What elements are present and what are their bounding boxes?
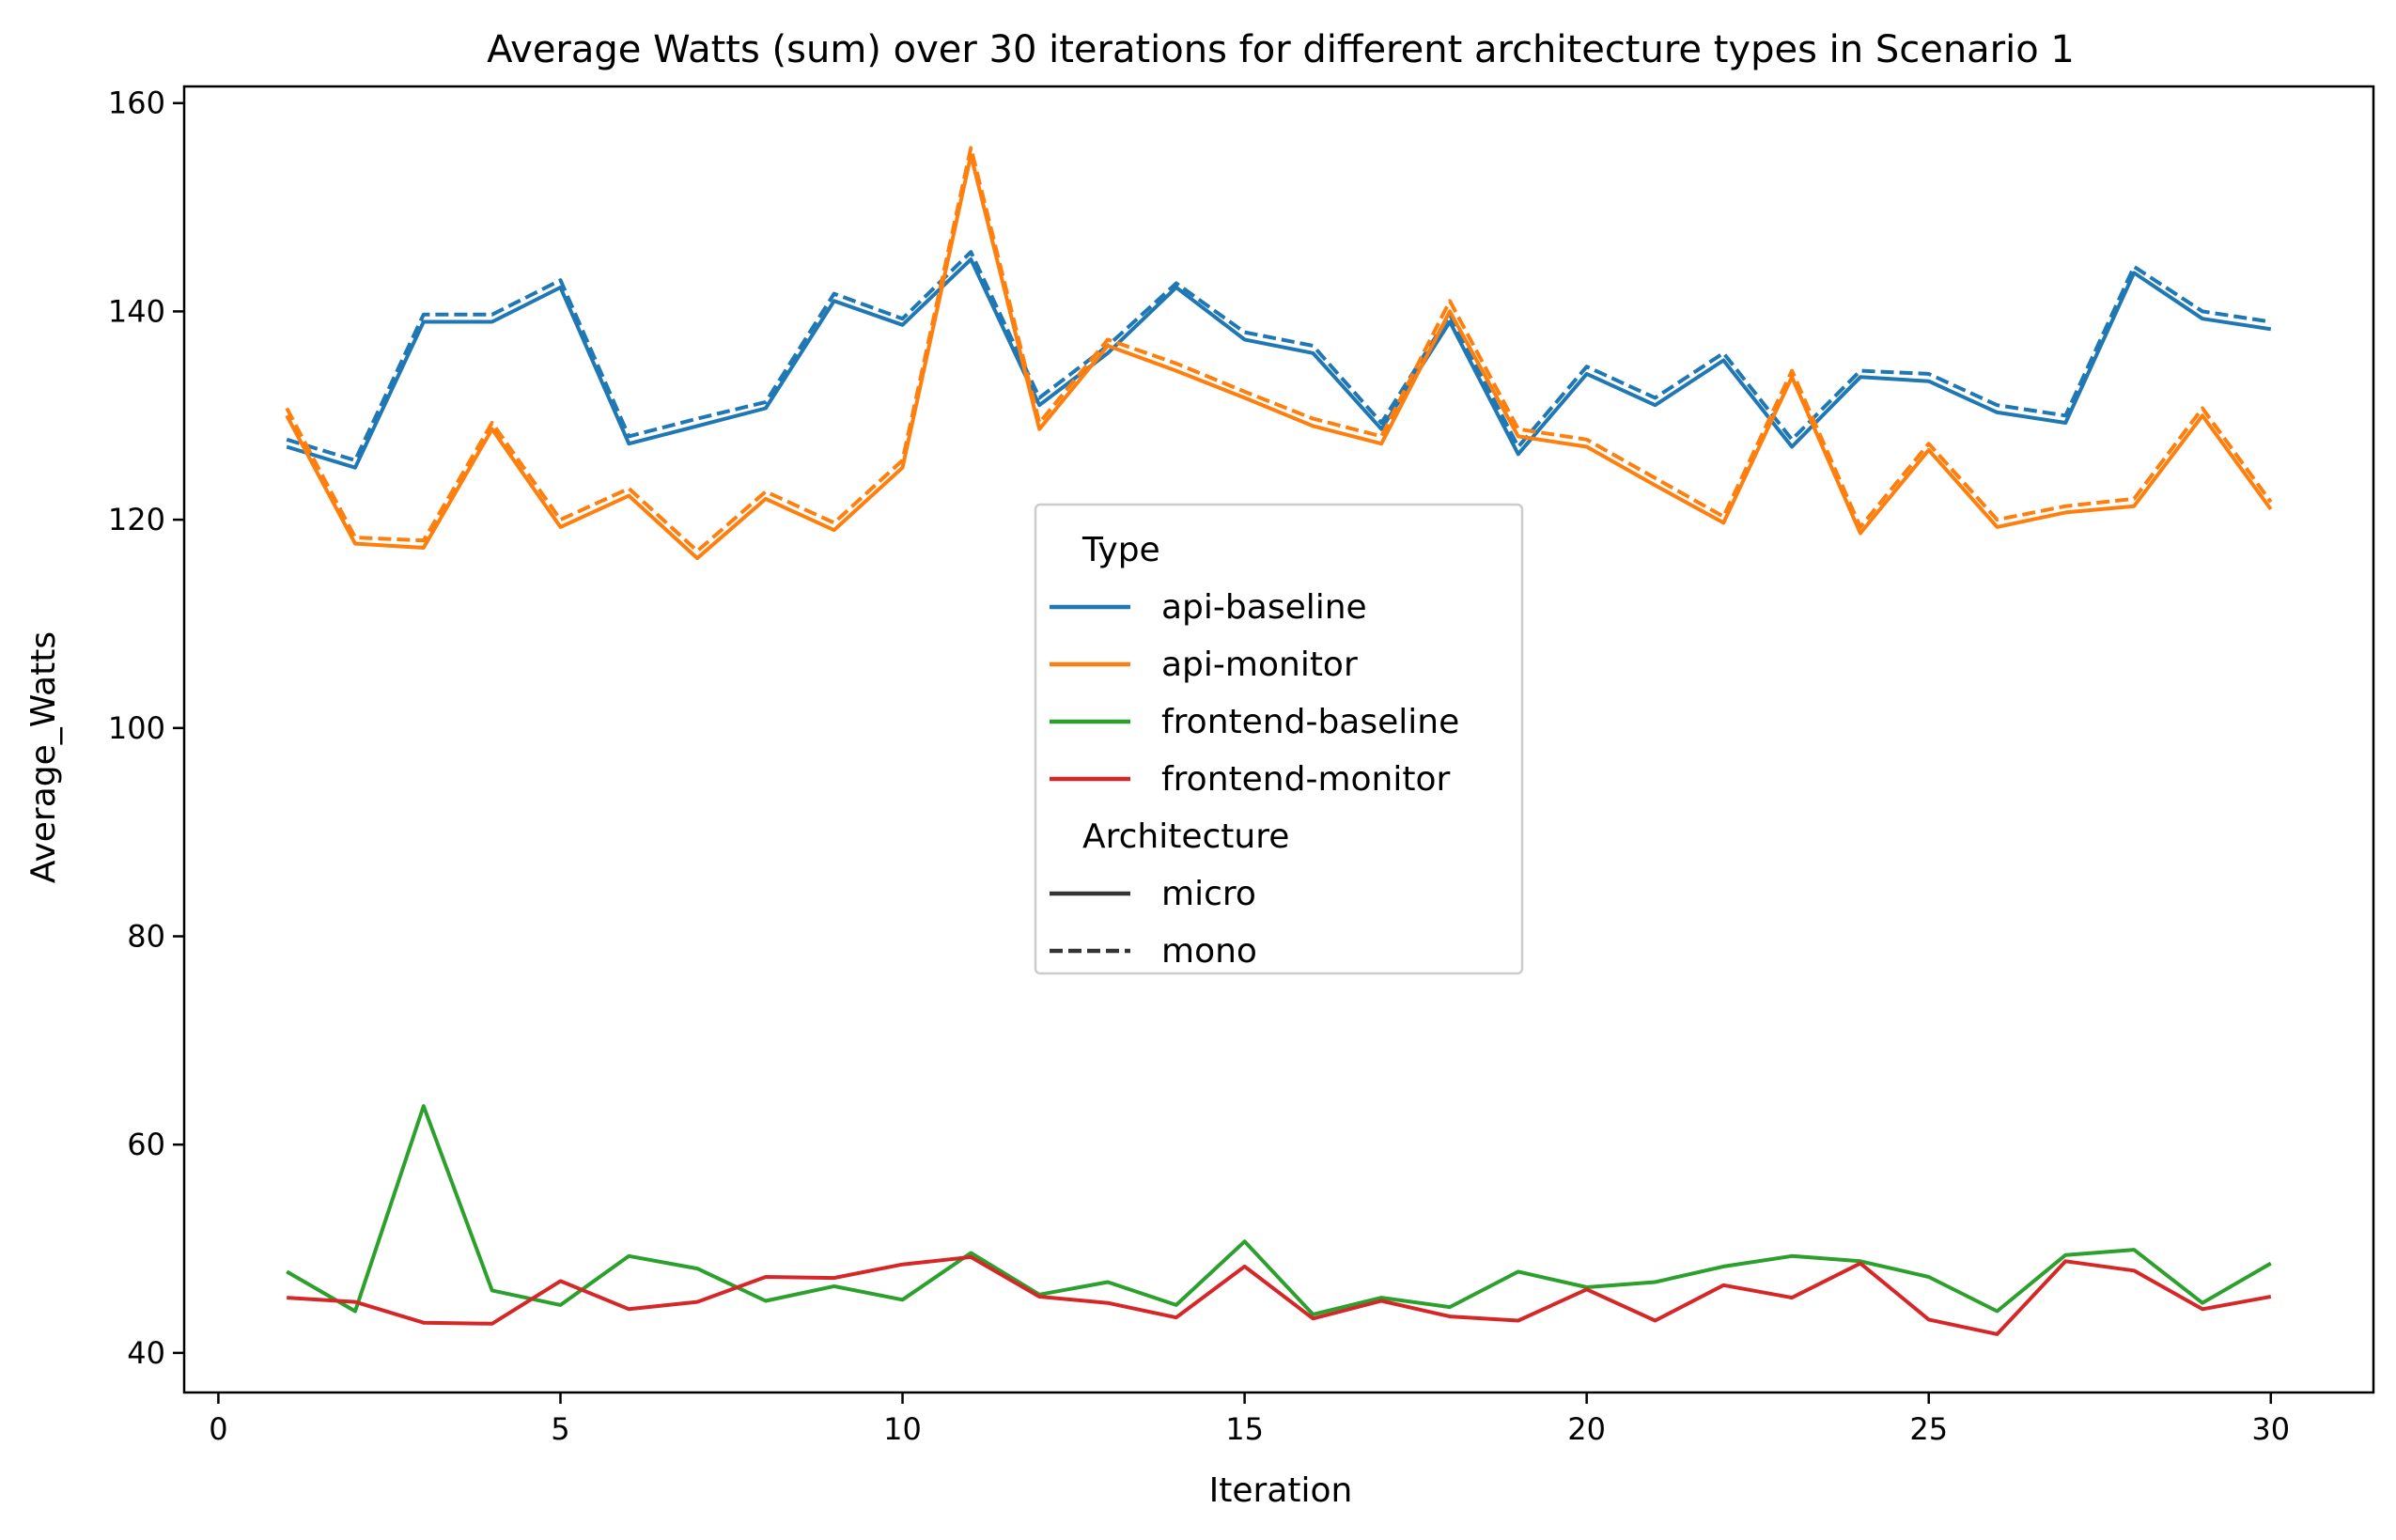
chart-title: Average Watts (sum) over 30 iterations f… [487,28,2075,71]
x-tick-label: 25 [1909,1411,1948,1447]
x-tick-label: 15 [1225,1411,1264,1447]
legend-label-micro: micro [1161,875,1256,913]
y-tick-label: 140 [108,293,165,329]
y-tick-label: 60 [127,1127,165,1162]
x-axis-ticks: 0 5 10 15 20 25 30 [209,1392,2290,1447]
legend-label-api-baseline: api-baseline [1161,588,1367,627]
legend-label-frontend-monitor: frontend-monitor [1161,760,1451,799]
series-line-api-baseline-micro [286,257,2272,470]
plot-area-frame [182,85,2375,1394]
x-tick-label: 5 [551,1411,569,1447]
y-axis-ticks: 40 60 80 100 120 140 160 [108,86,184,1371]
series-line-api-baseline-mono [286,250,2272,462]
y-axis-label: Average_Watts [24,631,63,883]
series-line-frontend-baseline-micro [286,1104,2272,1316]
y-tick-label: 160 [108,86,165,121]
y-tick-label: 120 [108,502,165,537]
series-line-api-monitor-mono [285,146,2273,553]
legend-label-mono: mono [1161,932,1257,971]
legend-label-api-monitor: api-monitor [1161,646,1358,684]
y-tick-label: 80 [127,918,165,954]
legend-hue-title: Type [1081,531,1160,569]
legend-style-title: Architecture [1082,817,1289,856]
legend-label-frontend-baseline: frontend-baseline [1161,703,1459,741]
series-line-frontend-monitor-micro [287,1254,2272,1336]
x-tick-label: 30 [2251,1411,2290,1447]
y-tick-label: 40 [127,1335,165,1371]
x-axis-label: Iteration [1209,1471,1353,1510]
legend-box [1034,503,1524,975]
series-line-api-monitor-micro [285,153,2273,561]
plot-lines [285,146,2273,1336]
x-tick-label: 0 [209,1411,227,1447]
y-tick-label: 100 [108,710,165,746]
x-tick-label: 10 [883,1411,922,1447]
x-tick-label: 20 [1567,1411,1606,1447]
